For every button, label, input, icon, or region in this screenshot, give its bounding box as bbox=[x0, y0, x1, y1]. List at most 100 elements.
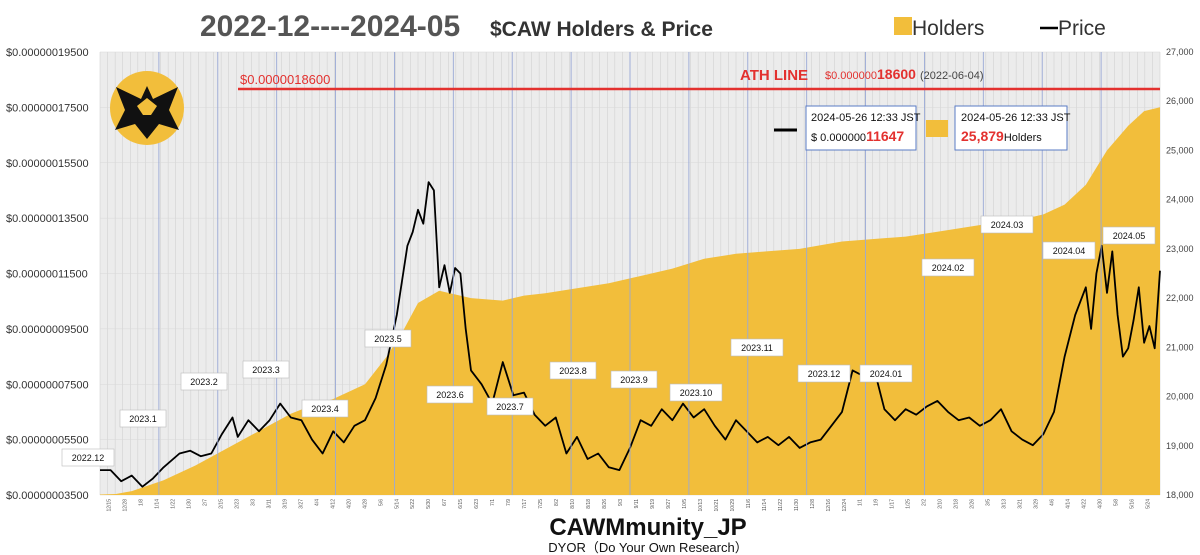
x-date-tick: 1/30 bbox=[187, 499, 193, 509]
x-date-tick: 12/8 bbox=[810, 499, 816, 509]
legend-holders-label: Holders bbox=[912, 17, 984, 40]
ath-date: (2022-06-04) bbox=[920, 70, 984, 82]
month-label-box bbox=[797, 364, 851, 383]
month-label: 2023.3 bbox=[252, 365, 280, 375]
x-date-tick: 5/30 bbox=[426, 499, 432, 509]
holders-box bbox=[954, 105, 1068, 151]
footer-note: DYOR（Do Your Own Research） bbox=[548, 540, 747, 555]
x-axis-dates: 12/15 12/28 1/8 1/14 1/22 1/30 2/7 2/15 2/23 3/3 3… bbox=[107, 499, 1152, 512]
price-box bbox=[805, 105, 917, 151]
x-date-tick: 7/1 bbox=[490, 499, 496, 506]
month-label: 2023.2 bbox=[190, 377, 218, 387]
x-date-tick: 4/14 bbox=[1065, 499, 1071, 509]
x-date-tick: 11/6 bbox=[746, 499, 752, 509]
x-date-tick: 5/16 bbox=[1129, 499, 1135, 509]
x-date-tick: 1/14 bbox=[155, 499, 161, 509]
y-axis-right: 27,000 26,000 25,000 24,000 23,000 22,000 21,0… bbox=[1166, 47, 1194, 500]
x-date-tick: 10/5 bbox=[682, 499, 688, 509]
caw-logo bbox=[110, 71, 184, 145]
month-label-box bbox=[1102, 226, 1156, 245]
month-label-box bbox=[486, 397, 534, 416]
x-date-tick: 7/17 bbox=[522, 499, 528, 509]
y-right-tick: 23,000 bbox=[1166, 244, 1194, 254]
x-date-tick: 9/11 bbox=[634, 499, 640, 509]
price-box-number: 11647 bbox=[866, 128, 904, 144]
month-label: 2023.7 bbox=[496, 402, 524, 412]
x-date-tick: 3/11 bbox=[266, 499, 272, 509]
y-left-tick: $0.00000005500 bbox=[6, 435, 89, 447]
x-date-tick: 1/9 bbox=[874, 499, 880, 506]
y-right-tick: 18,000 bbox=[1166, 490, 1194, 500]
month-label: 2023.9 bbox=[620, 375, 648, 385]
x-date-tick: 2/23 bbox=[234, 499, 240, 509]
month-label-box bbox=[364, 329, 412, 348]
month-label-box bbox=[426, 385, 474, 404]
price-line bbox=[100, 181, 1161, 488]
x-date-tick: 12/16 bbox=[826, 499, 832, 512]
x-date-tick: 3/29 bbox=[1034, 499, 1040, 509]
price-box-datetime: 2024-05-26 12:33 JST bbox=[811, 112, 921, 124]
month-label-box bbox=[1042, 241, 1096, 260]
y-right-tick: 21,000 bbox=[1166, 342, 1194, 352]
ath-title: ATH LINE bbox=[740, 67, 808, 84]
month-label-box bbox=[669, 383, 723, 402]
x-date-tick: 3/21 bbox=[1018, 499, 1024, 509]
month-label-box bbox=[301, 399, 349, 418]
holders-box-suffix: Holders bbox=[1004, 132, 1042, 144]
x-date-tick: 1/22 bbox=[171, 499, 177, 509]
y-right-tick: 26,000 bbox=[1166, 96, 1194, 106]
y-left-tick: $0.00000015500 bbox=[6, 158, 89, 170]
x-date-tick: 8/26 bbox=[602, 499, 608, 509]
month-label: 2024.02 bbox=[932, 263, 965, 273]
x-date-tick: 6/7 bbox=[442, 499, 448, 506]
ath-bold: 18600 bbox=[877, 66, 916, 82]
y-right-tick: 24,000 bbox=[1166, 195, 1194, 205]
x-date-tick: 4/12 bbox=[330, 499, 336, 509]
y-left-tick: $0.00000013500 bbox=[6, 213, 89, 225]
ath-value: $0.00000018600 (2022-06-04) bbox=[825, 66, 984, 82]
x-date-tick: 5/8 bbox=[1113, 499, 1119, 506]
x-date-tick: 2/15 bbox=[218, 499, 224, 509]
price-box-value: $ 0.00000011647 bbox=[811, 128, 904, 144]
x-date-tick: 5/22 bbox=[410, 499, 416, 509]
chart-title: 2022-12----2024-05 bbox=[200, 10, 460, 43]
month-label-box bbox=[242, 360, 290, 379]
x-date-tick: 6/15 bbox=[458, 499, 464, 509]
x-date-tick: 2/10 bbox=[938, 499, 944, 509]
month-label: 2024.04 bbox=[1053, 246, 1086, 256]
month-label-box bbox=[980, 215, 1034, 234]
y-left-tick: $0.00000011500 bbox=[6, 269, 88, 281]
ath-prefix: $0.000000 bbox=[825, 70, 877, 82]
holders-box-value: 25,879Holders bbox=[961, 128, 1042, 144]
y-right-tick: 27,000 bbox=[1166, 47, 1194, 57]
y-right-tick: 20,000 bbox=[1166, 392, 1194, 402]
month-label: 2023.6 bbox=[436, 390, 464, 400]
month-label: 2023.1 bbox=[129, 414, 157, 424]
x-date-tick: 2/2 bbox=[922, 499, 928, 506]
x-date-tick: 1/8 bbox=[139, 499, 145, 506]
x-date-tick: 7/25 bbox=[538, 499, 544, 509]
month-labels: 2022.12 2023.1 2023.2 2023.3 2023.4 2023.5 202… bbox=[61, 215, 1156, 467]
y-left-tick: $0.00000017500 bbox=[6, 102, 89, 114]
x-date-tick: 8/2 bbox=[554, 499, 560, 506]
legend-price-label: Price bbox=[1058, 17, 1106, 40]
footer-brand: CAWMmunity_JP bbox=[549, 514, 746, 541]
x-date-tick: 4/22 bbox=[1081, 499, 1087, 509]
month-label: 2024.01 bbox=[870, 369, 903, 379]
x-date-tick: 1/17 bbox=[890, 499, 896, 509]
x-date-tick: 1/25 bbox=[906, 499, 912, 509]
month-label-box bbox=[61, 448, 115, 467]
price-box-prefix: $ 0.000000 bbox=[811, 132, 866, 144]
legend-holders-swatch bbox=[894, 17, 912, 35]
x-date-tick: 9/27 bbox=[666, 499, 672, 509]
x-date-tick: 5/14 bbox=[394, 499, 400, 509]
x-date-tick: 1/1 bbox=[858, 499, 864, 506]
month-label: 2023.10 bbox=[680, 388, 713, 398]
y-right-tick: 25,000 bbox=[1166, 145, 1194, 155]
x-date-tick: 5/24 bbox=[1145, 499, 1151, 509]
month-label: 2023.11 bbox=[741, 343, 773, 353]
x-date-tick: 4/28 bbox=[362, 499, 368, 509]
x-date-tick: 4/6 bbox=[1050, 499, 1056, 506]
month-label-box bbox=[610, 370, 658, 389]
x-date-tick: 3/19 bbox=[282, 499, 288, 509]
